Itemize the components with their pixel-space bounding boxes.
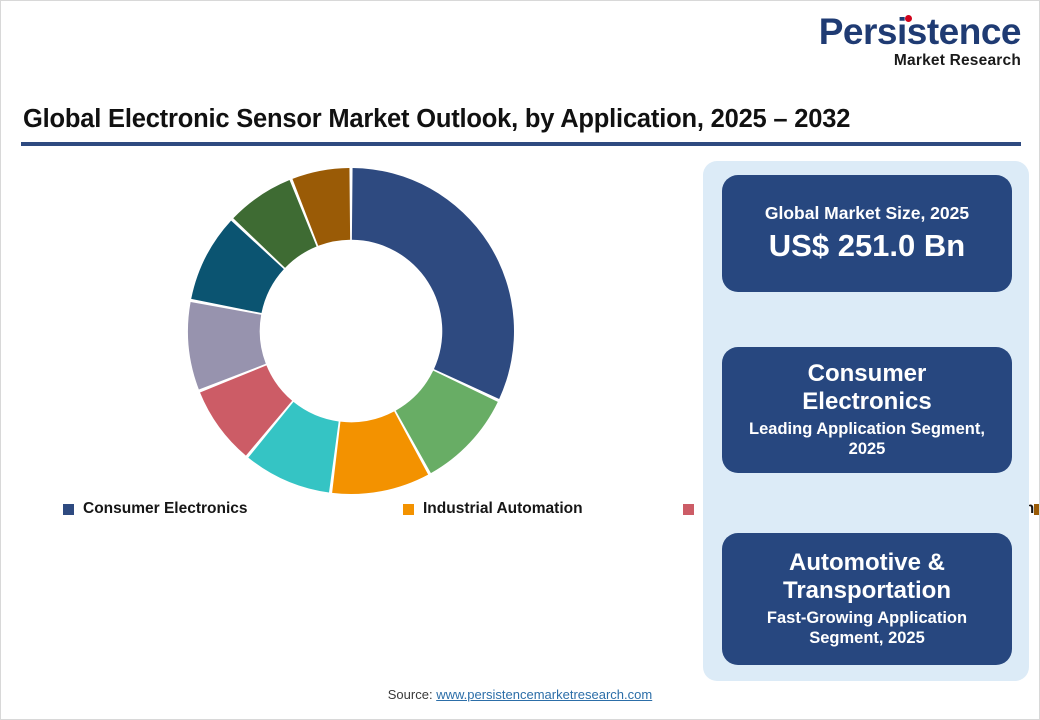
brand-logo: Persistence Market Research	[818, 11, 1022, 69]
source-prefix: Source:	[387, 687, 437, 702]
legend-swatch-icon	[403, 503, 414, 515]
highlights-panel: Global Market Size, 2025 US$ 251.0 Bn Co…	[703, 161, 1029, 681]
source-line: Source: www.persistencemarketresearch.co…	[1, 687, 1039, 702]
donut-slice	[200, 365, 293, 456]
brand-logo-main: Persistence	[818, 11, 1022, 52]
card-fastest-segment: Automotive & Transportation Fast-Growing…	[722, 533, 1012, 665]
card-leading-segment-sub: Leading Application Segment, 2025	[749, 420, 985, 458]
donut-slice	[248, 401, 339, 493]
donut-slice	[233, 180, 317, 268]
page-title: Global Electronic Sensor Market Outlook,…	[23, 105, 851, 133]
donut-slice	[188, 301, 266, 390]
card-market-size: Global Market Size, 2025 US$ 251.0 Bn	[722, 175, 1012, 292]
title-divider	[21, 142, 1021, 146]
card-fastest-segment-sub: Fast-Growing Application Segment, 2025	[766, 609, 968, 647]
donut-chart-svg	[188, 168, 514, 494]
brand-logo-main-text: Persistence	[818, 11, 1022, 52]
donut-slice	[395, 370, 498, 474]
legend-item: Industrial Automation	[403, 493, 683, 526]
legend-swatch-icon	[1034, 503, 1039, 515]
legend-item: Consumer Electronics	[63, 493, 403, 526]
brand-logo-dot-icon	[904, 15, 912, 22]
donut-slice-group	[188, 168, 514, 494]
card-leading-segment: Consumer Electronics Leading Application…	[722, 347, 1012, 473]
legend-item-label: Industrial Automation	[423, 500, 583, 518]
chart-legend: Consumer Electronics Industrial Automatio…	[63, 493, 1039, 526]
card-leading-segment-headline: Consumer Electronics	[802, 360, 932, 416]
donut-slice	[292, 168, 351, 246]
donut-chart	[186, 166, 516, 496]
legend-swatch-icon	[63, 503, 74, 515]
brand-logo-sub: Market Research	[893, 52, 1021, 69]
card-market-size-kicker: Global Market Size, 2025	[764, 203, 970, 224]
legend-swatch-icon	[683, 503, 694, 515]
card-market-size-value: US$ 251.0 Bn	[768, 228, 966, 264]
card-fastest-segment-headline: Automotive & Transportation	[782, 549, 951, 605]
legend-item-label: Consumer Electronics	[83, 500, 248, 518]
donut-slice	[332, 411, 429, 494]
legend-item: Others	[1034, 493, 1039, 526]
donut-slice	[191, 220, 284, 314]
donut-slice	[351, 168, 514, 399]
source-link[interactable]: www.persistencemarketresearch.com	[436, 687, 653, 702]
